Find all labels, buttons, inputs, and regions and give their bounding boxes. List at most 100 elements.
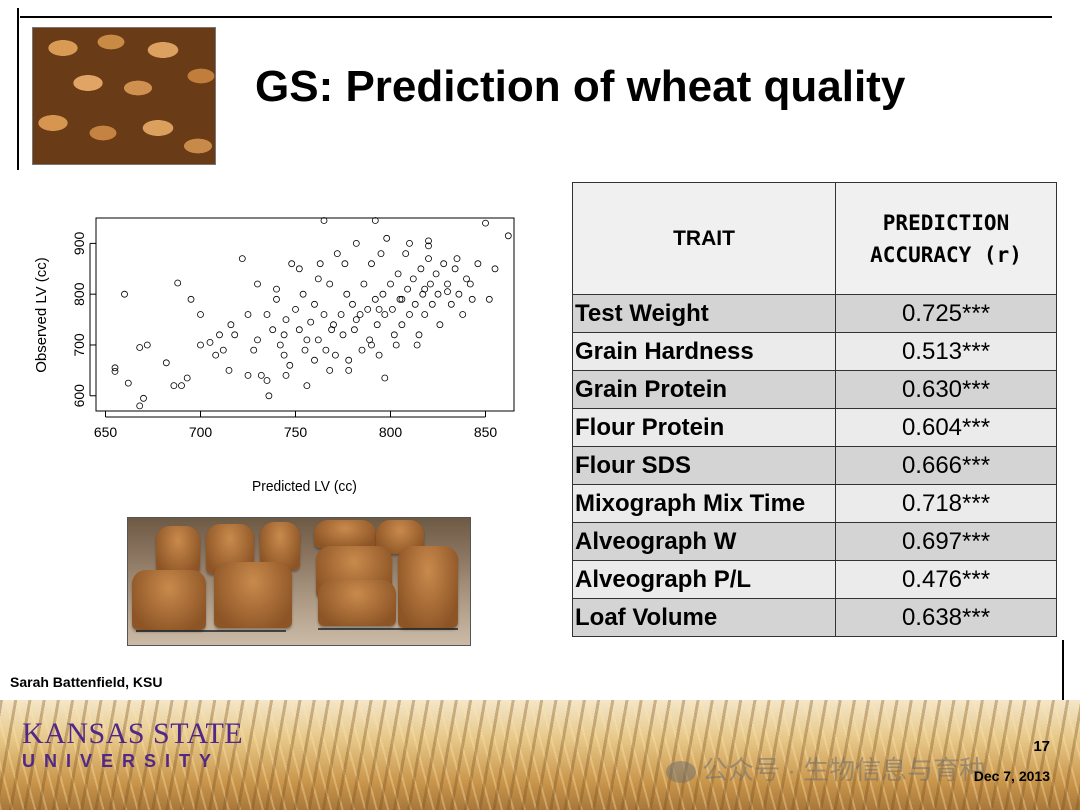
scatter-point: [282, 316, 290, 323]
scatter-point: [426, 280, 434, 288]
y-axis-label: Observed LV (cc): [33, 257, 50, 373]
x-axis-ticks: 650 700 750 800 850: [94, 411, 498, 440]
scatter-point: [143, 341, 151, 349]
trait-column-header: TRAIT: [572, 182, 836, 295]
trait-cell: Grain Hardness: [572, 332, 836, 371]
prediction-accuracy-table: TRAIT PREDICTION ACCURACY (r) Test Weigh…: [572, 182, 1057, 637]
scatter-point: [398, 321, 406, 329]
scatter-point: [360, 280, 368, 288]
author-credit: Sarah Battenfield, KSU: [10, 674, 163, 690]
scatter-point: [174, 279, 182, 287]
accuracy-cell: 0.513***: [835, 332, 1057, 371]
scatter-point: [339, 331, 347, 339]
slide-title: GS: Prediction of wheat quality: [255, 62, 906, 111]
trait-cell: Test Weight: [572, 294, 836, 333]
wheat-grains-photo: [32, 27, 216, 165]
scatter-point: [425, 242, 432, 250]
wheat-field-banner: [0, 700, 1080, 810]
scatter-point: [421, 311, 429, 318]
scatter-plot: 650 700 750 800 850 600 700 800 900 Predicted L…: [33, 217, 515, 496]
x-tick-label: 650: [94, 424, 118, 440]
accuracy-cell: 0.630***: [835, 370, 1057, 409]
scatter-point: [231, 331, 239, 339]
table-row: Alveograph P/L 0.476***: [572, 560, 1057, 599]
scatter-point: [227, 321, 235, 329]
scatter-point: [413, 341, 421, 349]
scatter-point: [409, 275, 417, 283]
top-rule: [20, 16, 1052, 18]
scatter-point: [303, 382, 311, 390]
scatter-point: [121, 290, 128, 298]
scatter-point: [485, 295, 493, 303]
scatter-point: [111, 364, 119, 372]
scatter-point: [402, 250, 410, 257]
scatter-point: [244, 371, 252, 379]
table-row: Flour Protein 0.604***: [572, 408, 1057, 447]
scatter-point: [345, 366, 353, 374]
page-number: 17: [1033, 738, 1050, 755]
scatter-point: [398, 295, 406, 303]
table-row: Grain Hardness 0.513***: [572, 332, 1057, 371]
scatter-point: [371, 295, 379, 303]
scatter-point: [432, 270, 440, 278]
table-row: Mixograph Mix Time 0.718***: [572, 484, 1057, 523]
scatter-point: [301, 346, 309, 354]
x-tick-label: 750: [284, 424, 308, 440]
scatter-point: [269, 326, 277, 334]
scatter-point: [333, 250, 341, 257]
scatter-point: [444, 288, 451, 295]
scatter-point: [197, 311, 204, 318]
scatter-point: [276, 341, 284, 349]
watermark-text: 公众号 · 生物信息与育种: [702, 755, 986, 785]
scatter-point: [331, 351, 339, 359]
scatter-point: [250, 346, 258, 354]
scatter-points: [111, 217, 512, 410]
scatter-point: [273, 285, 280, 293]
scatter-point: [316, 260, 324, 268]
left-rule: [17, 8, 19, 170]
scatter-point: [349, 300, 356, 308]
scatter-point: [406, 240, 413, 247]
scatter-point: [388, 306, 396, 313]
scatter-point: [404, 285, 412, 293]
x-axis-label: Predicted LV (cc): [252, 479, 357, 496]
accuracy-column-header: PREDICTION ACCURACY (r): [835, 182, 1057, 295]
trait-cell: Grain Protein: [572, 370, 836, 409]
scatter-point: [394, 270, 402, 278]
scatter-point: [428, 300, 436, 308]
scatter-point: [311, 300, 318, 308]
scatter-point: [328, 326, 336, 334]
scatter-point: [295, 265, 303, 273]
scatter-point: [406, 311, 413, 318]
scatter-point: [320, 217, 328, 224]
scatter-point: [421, 285, 429, 293]
scatter-point: [447, 300, 455, 308]
scatter-point: [474, 260, 482, 268]
scatter-point: [415, 331, 423, 339]
scatter-point: [216, 331, 223, 339]
scatter-point: [356, 311, 364, 318]
scatter-point: [263, 377, 271, 384]
scatter-point: [136, 344, 144, 351]
table-row: Alveograph W 0.697***: [572, 522, 1057, 561]
scatter-point: [463, 275, 470, 283]
x-tick-label: 700: [189, 424, 213, 440]
scatter-point: [417, 265, 425, 273]
trait-cell: Alveograph W: [572, 522, 836, 561]
scatter-point: [326, 366, 334, 374]
scatter-point: [314, 275, 322, 283]
scatter-point: [314, 336, 322, 344]
scatter-point: [373, 321, 381, 329]
scatter-point: [375, 306, 383, 313]
scatter-point: [491, 265, 499, 273]
scatter-point: [326, 280, 334, 288]
scatter-point: [273, 295, 280, 303]
accuracy-cell: 0.476***: [835, 560, 1057, 599]
wechat-icon: [666, 761, 696, 784]
x-tick-label: 850: [474, 424, 498, 440]
y-tick-label: 800: [71, 282, 87, 306]
scatter-point: [459, 311, 467, 318]
scatter-point: [295, 326, 303, 334]
table-row: Flour SDS 0.666***: [572, 446, 1057, 485]
scatter-point: [434, 290, 442, 298]
